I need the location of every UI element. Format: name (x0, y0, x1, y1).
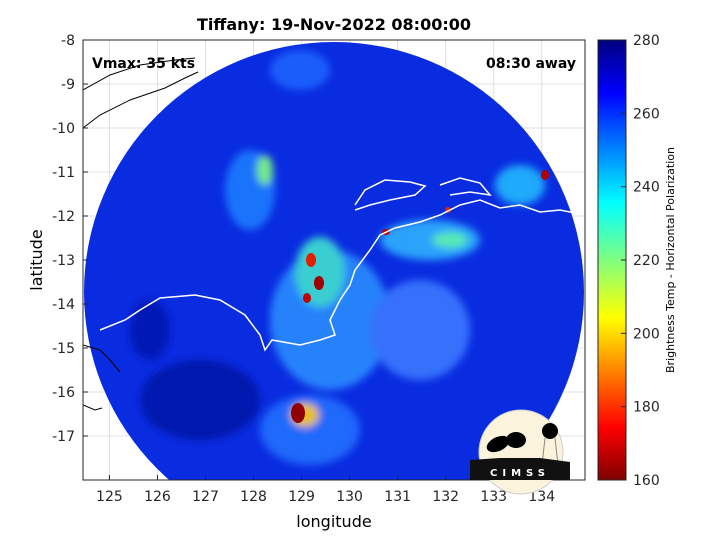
y-tick-label: -10 (52, 121, 75, 137)
x-tick-label: 133 (480, 489, 507, 505)
logo-text: CIMSS (490, 468, 550, 479)
satellite-swath (84, 42, 584, 480)
vmax-label: Vmax: 35 kts (92, 56, 195, 72)
colorbar-tick-label: 240 (633, 180, 660, 196)
coastlines (83, 57, 585, 411)
y-tick-label: -16 (52, 385, 75, 401)
away-label: 08:30 away (486, 56, 576, 72)
x-tick-label: 130 (336, 489, 363, 505)
colorbar-tick-label: 180 (633, 400, 660, 416)
x-tick-label: 134 (528, 489, 555, 505)
colorbar-tick-label: 280 (633, 33, 660, 49)
y-tick-label: -13 (52, 253, 75, 269)
x-tick-label: 126 (144, 489, 171, 505)
x-tick-label: 128 (240, 489, 267, 505)
x-ticks: 125 126 127 128 129 130 131 132 133 134 (96, 475, 555, 505)
colorbar-label: Brightness Temp - Horizontal Polarizatio… (664, 147, 677, 373)
y-axis-label: latitude (27, 229, 46, 290)
y-tick-label: -11 (52, 165, 75, 181)
colorbar-tick-label: 160 (633, 473, 660, 489)
colorbar-tick-label: 220 (633, 253, 660, 269)
y-tick-label: -15 (52, 341, 75, 357)
y-tick-label: -9 (61, 77, 75, 93)
x-axis-label: longitude (296, 512, 371, 531)
x-tick-label: 131 (384, 489, 411, 505)
x-tick-label: 127 (192, 489, 219, 505)
x-tick-label: 129 (288, 489, 315, 505)
colorbar-tick-label: 260 (633, 106, 660, 122)
x-tick-label: 125 (96, 489, 123, 505)
x-tick-label: 132 (432, 489, 459, 505)
y-tick-label: -17 (52, 429, 75, 445)
colorbar-tick-label: 200 (633, 326, 660, 342)
y-tick-label: -12 (52, 209, 75, 225)
cimss-logo: CIMSS (470, 409, 570, 495)
y-tick-label: -8 (61, 33, 75, 49)
colorbar-ticks: 280 260 240 220 200 180 160 (621, 33, 660, 489)
y-ticks: -8 -9 -10 -11 -12 -13 -14 -15 -16 -17 (52, 33, 88, 445)
y-tick-label: -14 (52, 297, 75, 313)
plot-title: Tiffany: 19-Nov-2022 08:00:00 (197, 15, 471, 34)
